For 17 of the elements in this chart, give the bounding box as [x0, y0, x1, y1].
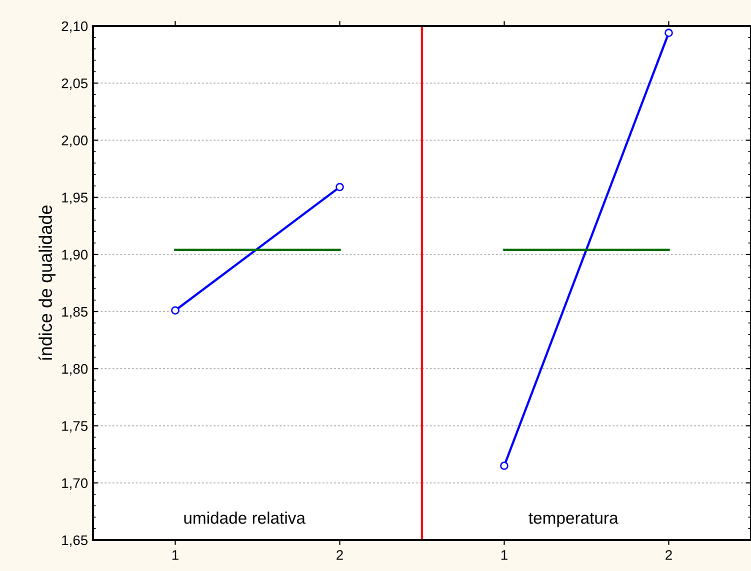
y-tick-label: 1,80 — [62, 364, 88, 376]
y-tick-label: 1,95 — [62, 192, 88, 204]
x-tick-label: 2 — [336, 550, 343, 560]
x-tick-label: 1 — [172, 550, 178, 560]
y-tick-label: 1,70 — [62, 478, 88, 490]
y-tick-label: 2,10 — [62, 21, 88, 33]
y-tick-label: 1,75 — [62, 421, 88, 433]
y-tick-label: 1,65 — [62, 535, 88, 547]
y-tick-label: 2,05 — [62, 78, 88, 90]
x-tick-label: 2 — [666, 550, 672, 560]
annotation: temperatura — [528, 512, 618, 528]
annotation: umidade relativa — [184, 512, 306, 524]
y-tick-label: 1,90 — [62, 250, 88, 262]
y-axis-title: índice de qualidade — [38, 205, 56, 360]
y-tick-label: 2,00 — [62, 136, 88, 148]
y-tick-label: 1,85 — [62, 306, 88, 318]
x-tick-label: 1 — [501, 550, 508, 560]
